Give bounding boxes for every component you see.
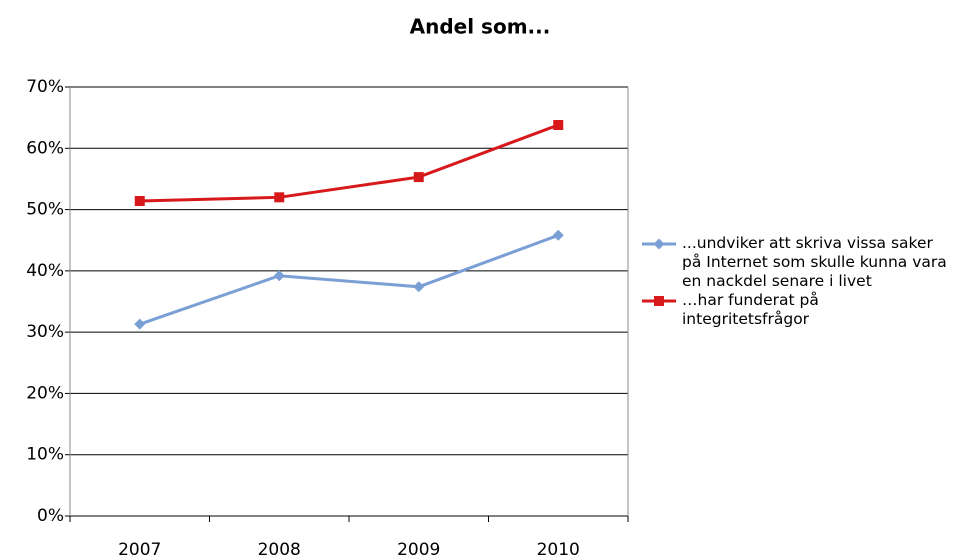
x-tick-label: 2010 <box>537 540 580 558</box>
marker <box>653 238 665 250</box>
marker <box>413 281 425 293</box>
x-tick-label: 2007 <box>118 540 161 558</box>
x-tick-label: 2008 <box>258 540 301 558</box>
y-tick-label: 70% <box>26 77 64 97</box>
y-tick-label: 10% <box>26 445 64 465</box>
legend-key <box>642 238 676 250</box>
x-tick-label: 2009 <box>397 540 440 558</box>
marker <box>134 318 146 330</box>
marker <box>134 195 145 206</box>
chart-title: Andel som... <box>410 15 551 39</box>
marker <box>654 296 664 306</box>
y-tick-label: 0% <box>37 506 64 526</box>
legend-item: ...undviker att skriva vissa saker på In… <box>640 234 950 291</box>
marker <box>273 270 285 282</box>
legend-key <box>642 296 676 306</box>
series-line <box>139 123 559 203</box>
y-tick-label: 50% <box>26 200 64 220</box>
series-line <box>139 233 559 326</box>
marker <box>552 229 564 241</box>
y-tick-label: 40% <box>26 261 64 281</box>
marker <box>413 172 424 183</box>
marker <box>274 192 285 203</box>
legend-item: …har funderat på integritetsfrågor <box>640 291 950 329</box>
y-tick-label: 60% <box>26 138 64 158</box>
legend-label: …har funderat på integritetsfrågor <box>682 291 819 328</box>
y-tick-label: 30% <box>26 322 64 342</box>
marker <box>553 119 564 130</box>
legend: ...undviker att skriva vissa saker på In… <box>640 234 950 329</box>
legend-label: ...undviker att skriva vissa saker på In… <box>682 234 947 290</box>
y-tick-label: 20% <box>26 383 64 403</box>
